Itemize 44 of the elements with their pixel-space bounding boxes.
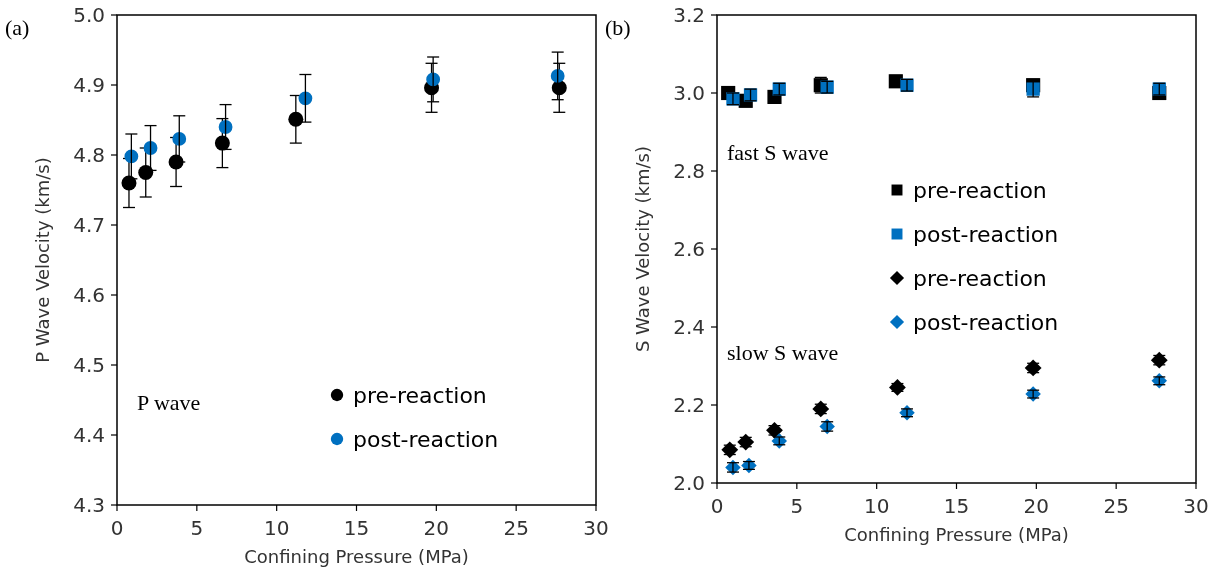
- legend-label: pre-reaction: [913, 177, 1047, 203]
- x-tick-label: 25: [503, 516, 529, 540]
- x-tick-label: 15: [943, 494, 970, 518]
- y-tick-label: 3.2: [673, 3, 705, 27]
- text: (a): [5, 15, 30, 40]
- y-tick-label: 2.4: [673, 315, 705, 339]
- x-axis-title: Confining Pressure (MPa): [844, 524, 1069, 545]
- y-tick-label: 4.7: [73, 213, 105, 237]
- legend-label: pre-reaction: [913, 265, 1047, 291]
- annotation: fast S wave: [727, 140, 829, 165]
- y-tick-label: 4.5: [73, 353, 105, 377]
- annotation: slow S wave: [727, 340, 839, 365]
- x-tick-label: 10: [863, 494, 890, 518]
- x-tick-label: 25: [1103, 494, 1129, 518]
- x-tick-label: 15: [343, 516, 370, 540]
- legend-label: pre-reaction: [353, 382, 487, 408]
- y-tick-label: 4.6: [73, 283, 105, 307]
- y-tick-label: 4.3: [73, 493, 105, 517]
- y-tick-label: 4.4: [73, 423, 105, 447]
- y-tick-label: 5.0: [73, 3, 105, 27]
- x-tick-label: 30: [583, 516, 609, 540]
- x-tick-label: 20: [423, 516, 450, 540]
- y-tick-label: 4.9: [73, 73, 105, 97]
- y-tick-label: 2.8: [673, 159, 705, 183]
- x-tick-label: 10: [263, 516, 290, 540]
- y-tick-label: 2.0: [673, 471, 705, 495]
- x-tick-label: 20: [1023, 494, 1050, 518]
- y-tick-label: 4.8: [73, 143, 105, 167]
- legend-label: post-reaction: [913, 221, 1059, 247]
- x-tick-label: 30: [1183, 494, 1209, 518]
- legend-label: post-reaction: [913, 309, 1059, 335]
- x-tick-label: 0: [110, 516, 124, 540]
- y-tick-label: 3.0: [673, 81, 705, 105]
- text: (b): [605, 15, 631, 40]
- legend-label: post-reaction: [353, 426, 499, 452]
- annotation: P wave: [137, 390, 201, 415]
- x-tick-label: 5: [190, 516, 204, 540]
- y-tick-label: 2.2: [673, 393, 705, 417]
- x-axis-title: Confining Pressure (MPa): [244, 546, 469, 567]
- x-tick-label: 5: [790, 494, 804, 518]
- y-axis-title: P Wave Velocity (km/s): [32, 157, 53, 363]
- x-tick-label: 0: [710, 494, 724, 518]
- y-tick-label: 2.6: [673, 237, 705, 261]
- y-axis-title: S Wave Velocity (km/s): [632, 145, 653, 353]
